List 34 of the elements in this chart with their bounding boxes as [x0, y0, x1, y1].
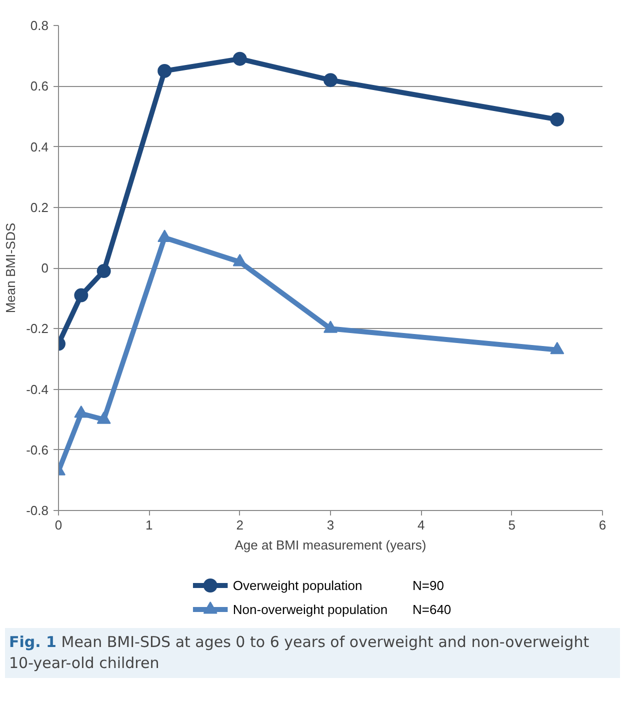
- x-tick-label: 4: [418, 518, 425, 532]
- point: [324, 320, 338, 333]
- point: [550, 342, 564, 354]
- caption: Fig. 1 Mean BMI-SDS at ages 0 to 6 years of overweight and non-overweight 10-year-old children: [9, 632, 590, 674]
- text: N=90: [412, 578, 444, 593]
- point: [232, 254, 247, 266]
- point: [232, 52, 247, 66]
- y-tick-label: 0.4: [30, 139, 49, 154]
- y-axis-title: Mean BMI-SDS: [3, 222, 18, 314]
- y-tick-label: -0.6: [26, 442, 49, 458]
- point: [96, 264, 111, 278]
- y-tick-label: 0.2: [30, 200, 49, 215]
- point: [550, 112, 564, 126]
- x-tick-label: 6: [598, 518, 606, 532]
- legend-label: Non-overweight population: [232, 602, 388, 617]
- x-tick-label: 0: [54, 518, 62, 532]
- x-tick-label: 1: [146, 518, 153, 532]
- legend-label: Overweight population: [232, 578, 362, 593]
- y-tick-label: -0.2: [26, 321, 49, 336]
- x-tick-label: 2: [236, 518, 244, 532]
- x-tick-label: 5: [508, 518, 516, 532]
- y-tick-label: 0.6: [30, 78, 49, 94]
- point: [158, 64, 172, 78]
- y-tick-label: -0.4: [26, 382, 49, 397]
- point: [74, 288, 88, 302]
- y-tick-label: -0.8: [26, 503, 49, 518]
- x-axis-title: Age at BMI measurement (years): [234, 538, 426, 552]
- point: [74, 405, 88, 418]
- text: N=640: [412, 602, 452, 617]
- x-tick-label: 3: [326, 518, 334, 532]
- y-tick-label: 0.8: [30, 18, 49, 33]
- point: [324, 73, 338, 88]
- y-tick-label: 0: [41, 260, 49, 276]
- point: [96, 412, 111, 424]
